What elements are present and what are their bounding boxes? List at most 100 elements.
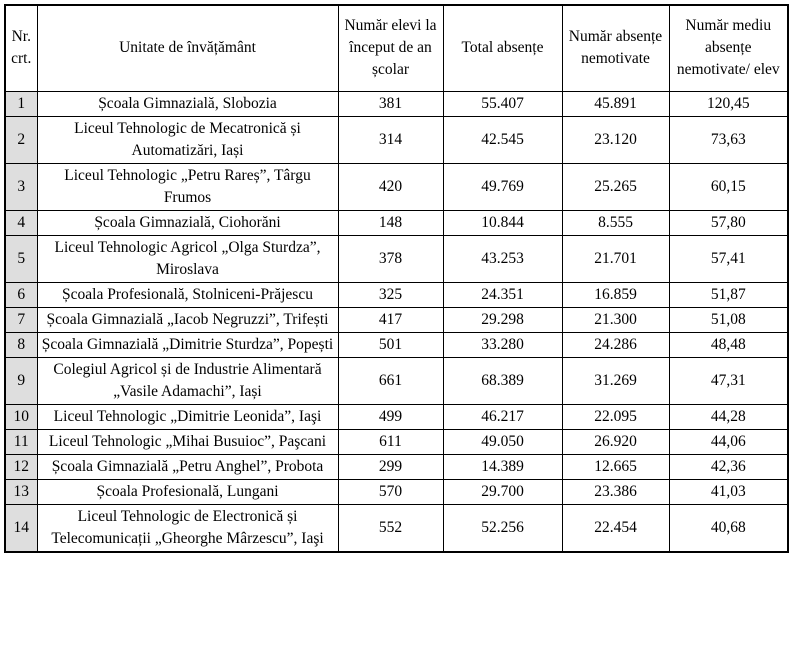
table-row: 7 Școala Gimnazială „Iacob Negruzzi”, Tri… bbox=[4, 306, 789, 333]
school-name-cell: Liceul Tehnologic „Dimitrie Leonida”, Ia… bbox=[36, 403, 339, 430]
row-number-cell: 1 bbox=[4, 90, 38, 117]
avg-unmotivated-per-student-cell: 41,03 bbox=[668, 478, 789, 505]
avg-unmotivated-per-student-cell: 51,08 bbox=[668, 306, 789, 333]
school-name-cell: Școala Gimnazială, Slobozia bbox=[36, 90, 339, 117]
school-name-cell: Liceul Tehnologic Agricol „Olga Sturdza”… bbox=[36, 234, 339, 283]
total-absences-cell: 10.844 bbox=[442, 209, 563, 236]
unmotivated-absences-cell: 23.120 bbox=[561, 115, 670, 164]
students-count-cell: 499 bbox=[337, 403, 444, 430]
header-medie-absente-elev: Număr mediu absențe nemotivate/ elev bbox=[668, 4, 789, 92]
total-absences-cell: 33.280 bbox=[442, 331, 563, 358]
school-name-cell: Liceul Tehnologic „Mihai Busuioc”, Paşca… bbox=[36, 428, 339, 455]
header-nr-crt: Nr. crt. bbox=[4, 4, 38, 92]
students-count-cell: 325 bbox=[337, 281, 444, 308]
avg-unmotivated-per-student-cell: 51,87 bbox=[668, 281, 789, 308]
table-row: 11 Liceul Tehnologic „Mihai Busuioc”, Paş… bbox=[4, 428, 789, 455]
avg-unmotivated-per-student-cell: 48,48 bbox=[668, 331, 789, 358]
header-row: Nr. crt. Unitate de învățământ Număr ele… bbox=[4, 4, 789, 92]
total-absences-cell: 43.253 bbox=[442, 234, 563, 283]
table-row: 2 Liceul Tehnologic de Mecatronică și Aut… bbox=[4, 115, 789, 164]
header-absente-nemotivate: Număr absențe nemotivate bbox=[561, 4, 670, 92]
row-number-cell: 2 bbox=[4, 115, 38, 164]
row-number-cell: 5 bbox=[4, 234, 38, 283]
total-absences-cell: 29.298 bbox=[442, 306, 563, 333]
header-total-absente: Total absențe bbox=[442, 4, 563, 92]
students-count-cell: 417 bbox=[337, 306, 444, 333]
row-number-cell: 6 bbox=[4, 281, 38, 308]
table-row: 10 Liceul Tehnologic „Dimitrie Leonida”, … bbox=[4, 403, 789, 430]
total-absences-cell: 14.389 bbox=[442, 453, 563, 480]
table-body: 1 Școala Gimnazială, Slobozia 381 55.407 45.… bbox=[4, 90, 789, 552]
unmotivated-absences-cell: 45.891 bbox=[561, 90, 670, 117]
total-absences-cell: 52.256 bbox=[442, 503, 563, 552]
students-count-cell: 661 bbox=[337, 356, 444, 405]
table-row: 3 Liceul Tehnologic „Petru Rareș”, Târgu … bbox=[4, 162, 789, 211]
row-number-cell: 4 bbox=[4, 209, 38, 236]
unmotivated-absences-cell: 23.386 bbox=[561, 478, 670, 505]
unmotivated-absences-cell: 26.920 bbox=[561, 428, 670, 455]
students-count-cell: 148 bbox=[337, 209, 444, 236]
school-name-cell: Școala Profesională, Stolniceni-Prăjescu bbox=[36, 281, 339, 308]
school-name-cell: Colegiul Agricol și de Industrie Aliment… bbox=[36, 356, 339, 405]
students-count-cell: 299 bbox=[337, 453, 444, 480]
unmotivated-absences-cell: 12.665 bbox=[561, 453, 670, 480]
unmotivated-absences-cell: 22.454 bbox=[561, 503, 670, 552]
avg-unmotivated-per-student-cell: 120,45 bbox=[668, 90, 789, 117]
table-row: 5 Liceul Tehnologic Agricol „Olga Sturdza… bbox=[4, 234, 789, 283]
unmotivated-absences-cell: 24.286 bbox=[561, 331, 670, 358]
total-absences-cell: 42.545 bbox=[442, 115, 563, 164]
school-absences-table: Nr. crt. Unitate de învățământ Număr ele… bbox=[4, 4, 789, 553]
students-count-cell: 552 bbox=[337, 503, 444, 552]
row-number-cell: 9 bbox=[4, 356, 38, 405]
unmotivated-absences-cell: 16.859 bbox=[561, 281, 670, 308]
table-header: Nr. crt. Unitate de învățământ Număr ele… bbox=[4, 4, 789, 92]
school-name-cell: Școala Gimnazială, Ciohorăni bbox=[36, 209, 339, 236]
header-numar-elevi: Număr elevi la început de an școlar bbox=[337, 4, 444, 92]
school-name-cell: Școala Gimnazială „Petru Anghel”, Probot… bbox=[36, 453, 339, 480]
table-row: 8 Școala Gimnazială „Dimitrie Sturdza”, P… bbox=[4, 331, 789, 358]
row-number-cell: 10 bbox=[4, 403, 38, 430]
students-count-cell: 570 bbox=[337, 478, 444, 505]
header-unitate-invatamant: Unitate de învățământ bbox=[36, 4, 339, 92]
students-count-cell: 501 bbox=[337, 331, 444, 358]
total-absences-cell: 49.769 bbox=[442, 162, 563, 211]
avg-unmotivated-per-student-cell: 40,68 bbox=[668, 503, 789, 552]
unmotivated-absences-cell: 22.095 bbox=[561, 403, 670, 430]
total-absences-cell: 46.217 bbox=[442, 403, 563, 430]
unmotivated-absences-cell: 25.265 bbox=[561, 162, 670, 211]
school-name-cell: Liceul Tehnologic de Electronică și Tele… bbox=[36, 503, 339, 552]
unmotivated-absences-cell: 21.300 bbox=[561, 306, 670, 333]
table-row: 14 Liceul Tehnologic de Electronică și Te… bbox=[4, 503, 789, 552]
table-row: 6 Școala Profesională, Stolniceni-Prăjesc… bbox=[4, 281, 789, 308]
school-name-cell: Școala Profesională, Lungani bbox=[36, 478, 339, 505]
unmotivated-absences-cell: 21.701 bbox=[561, 234, 670, 283]
students-count-cell: 378 bbox=[337, 234, 444, 283]
school-name-cell: Școala Gimnazială „Iacob Negruzzi”, Trif… bbox=[36, 306, 339, 333]
school-name-cell: Liceul Tehnologic „Petru Rareș”, Târgu F… bbox=[36, 162, 339, 211]
total-absences-cell: 49.050 bbox=[442, 428, 563, 455]
school-name-cell: Școala Gimnazială „Dimitrie Sturdza”, Po… bbox=[36, 331, 339, 358]
unmotivated-absences-cell: 31.269 bbox=[561, 356, 670, 405]
row-number-cell: 11 bbox=[4, 428, 38, 455]
row-number-cell: 7 bbox=[4, 306, 38, 333]
row-number-cell: 8 bbox=[4, 331, 38, 358]
table-row: 9 Colegiul Agricol și de Industrie Alimen… bbox=[4, 356, 789, 405]
total-absences-cell: 29.700 bbox=[442, 478, 563, 505]
avg-unmotivated-per-student-cell: 60,15 bbox=[668, 162, 789, 211]
students-count-cell: 420 bbox=[337, 162, 444, 211]
students-count-cell: 381 bbox=[337, 90, 444, 117]
avg-unmotivated-per-student-cell: 73,63 bbox=[668, 115, 789, 164]
avg-unmotivated-per-student-cell: 44,06 bbox=[668, 428, 789, 455]
row-number-cell: 14 bbox=[4, 503, 38, 552]
row-number-cell: 12 bbox=[4, 453, 38, 480]
table-row: 4 Școala Gimnazială, Ciohorăni 148 10.844 8.… bbox=[4, 209, 789, 236]
avg-unmotivated-per-student-cell: 47,31 bbox=[668, 356, 789, 405]
unmotivated-absences-cell: 8.555 bbox=[561, 209, 670, 236]
table-row: 1 Școala Gimnazială, Slobozia 381 55.407 45.… bbox=[4, 90, 789, 117]
total-absences-cell: 68.389 bbox=[442, 356, 563, 405]
row-number-cell: 3 bbox=[4, 162, 38, 211]
avg-unmotivated-per-student-cell: 57,80 bbox=[668, 209, 789, 236]
students-count-cell: 611 bbox=[337, 428, 444, 455]
avg-unmotivated-per-student-cell: 44,28 bbox=[668, 403, 789, 430]
table-row: 13 Școala Profesională, Lungani 570 29.700 2… bbox=[4, 478, 789, 505]
